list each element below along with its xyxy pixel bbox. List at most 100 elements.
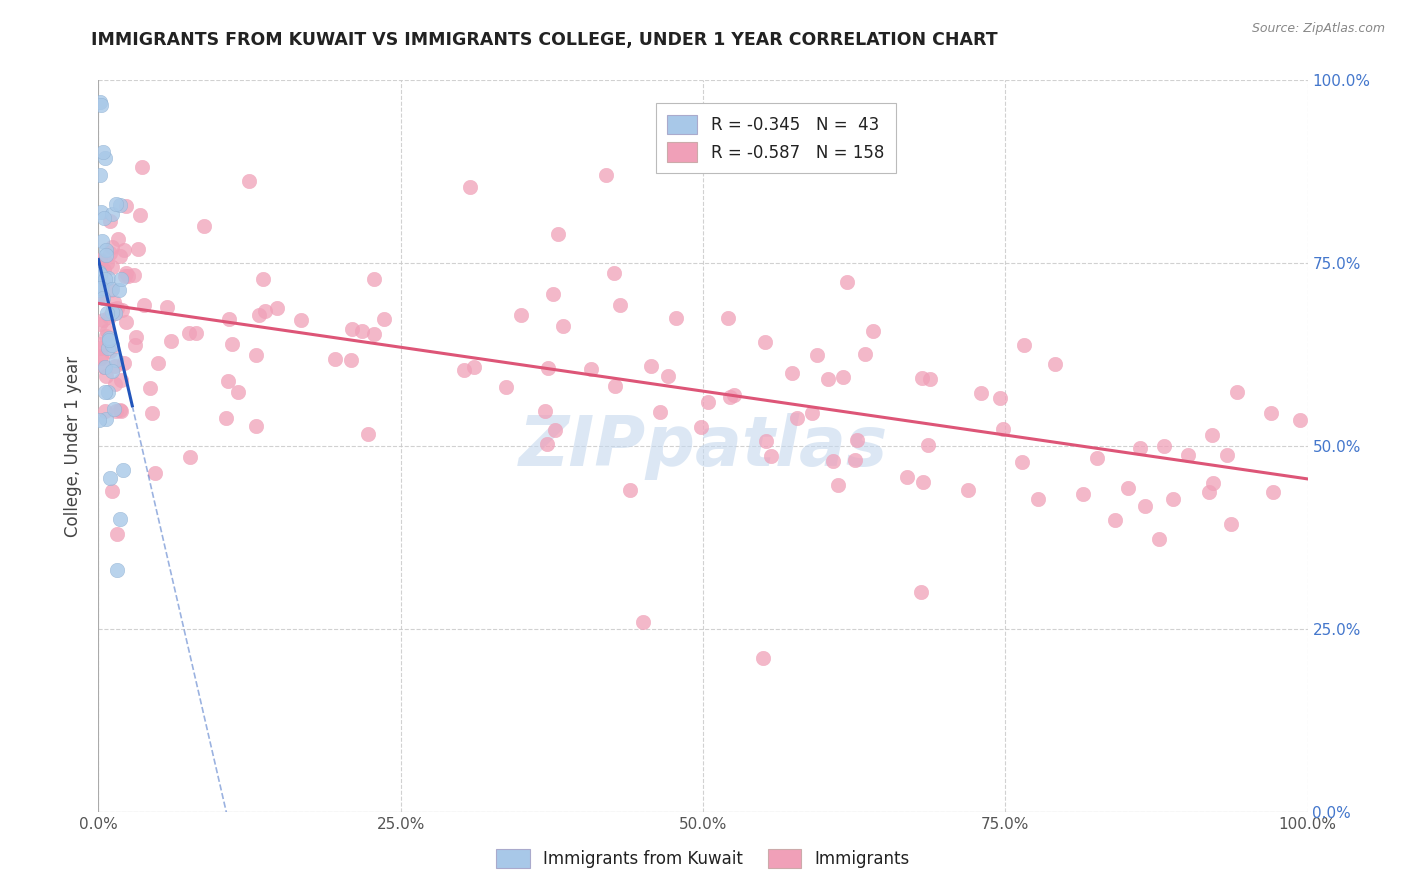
Point	[755, 434, 778, 449]
Point	[94, 404, 117, 418]
Point	[104, 306, 127, 320]
Point	[759, 449, 782, 463]
Point	[90, 281, 112, 295]
Point	[104, 352, 127, 367]
Point	[101, 364, 124, 378]
Point	[373, 312, 395, 326]
Point	[186, 326, 208, 341]
Point	[1085, 451, 1108, 466]
Point	[114, 268, 136, 283]
Point	[105, 301, 128, 316]
Point	[247, 309, 270, 323]
Point	[94, 360, 117, 375]
Point	[911, 475, 934, 489]
Point	[551, 318, 574, 333]
Point	[110, 403, 132, 417]
Point	[108, 403, 131, 417]
Point	[896, 469, 918, 483]
Point	[89, 412, 111, 426]
Point	[957, 483, 980, 497]
Point	[96, 306, 118, 320]
Point	[228, 384, 250, 399]
Point	[534, 404, 557, 418]
Point	[96, 256, 118, 270]
Point	[94, 385, 117, 400]
Point	[108, 512, 131, 526]
Point	[105, 527, 128, 541]
Point	[89, 318, 111, 332]
Point	[160, 334, 183, 349]
Point	[97, 385, 120, 400]
Point	[245, 347, 267, 361]
Point	[1220, 516, 1243, 531]
Point	[96, 369, 118, 384]
Point	[453, 363, 475, 377]
Point	[754, 334, 776, 349]
Point	[1133, 500, 1156, 514]
Point	[1198, 485, 1220, 500]
Point	[100, 337, 122, 351]
Point	[821, 453, 844, 467]
Point	[146, 355, 169, 369]
Point	[723, 388, 745, 402]
Point	[990, 391, 1012, 405]
Point	[90, 351, 112, 366]
Point	[122, 268, 145, 283]
Point	[458, 179, 481, 194]
Point	[100, 283, 122, 297]
Point	[463, 359, 485, 374]
Point	[357, 427, 380, 442]
Point	[115, 316, 138, 330]
Point	[108, 249, 131, 263]
Point	[112, 243, 135, 257]
Point	[1071, 486, 1094, 500]
Point	[221, 337, 243, 351]
Point	[104, 196, 127, 211]
Point	[1226, 384, 1249, 399]
Point	[579, 362, 602, 376]
Point	[134, 298, 156, 312]
Point	[101, 207, 124, 221]
Point	[619, 483, 641, 497]
Point	[90, 205, 112, 219]
Point	[640, 359, 662, 373]
Legend: Immigrants from Kuwait, Immigrants: Immigrants from Kuwait, Immigrants	[489, 842, 917, 875]
Point	[89, 95, 111, 110]
Point	[100, 483, 122, 498]
Point	[93, 211, 115, 225]
Point	[131, 160, 153, 174]
Point	[1045, 357, 1067, 371]
Point	[107, 283, 129, 297]
Point	[544, 424, 567, 438]
Point	[156, 301, 179, 315]
Point	[266, 301, 288, 315]
Point	[340, 321, 363, 335]
Point	[89, 283, 111, 297]
Point	[245, 418, 267, 433]
Point	[96, 324, 118, 338]
Point	[254, 304, 277, 318]
Point	[91, 145, 114, 159]
Point	[89, 169, 111, 183]
Point	[325, 351, 347, 366]
Point	[1260, 406, 1282, 420]
Point	[101, 282, 124, 296]
Point	[1202, 475, 1225, 490]
Point	[696, 395, 718, 409]
Point	[97, 271, 120, 285]
Point	[127, 242, 149, 256]
Point	[970, 385, 993, 400]
Point	[1215, 449, 1237, 463]
Point	[91, 234, 114, 248]
Point	[918, 372, 941, 386]
Point	[350, 325, 373, 339]
Point	[537, 361, 560, 376]
Point	[1026, 491, 1049, 506]
Point	[801, 405, 824, 419]
Point	[105, 563, 128, 577]
Point	[143, 467, 166, 481]
Point	[837, 275, 859, 289]
Point	[94, 151, 117, 165]
Point	[93, 359, 115, 374]
Point	[509, 308, 531, 322]
